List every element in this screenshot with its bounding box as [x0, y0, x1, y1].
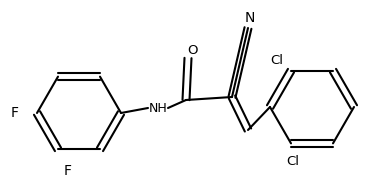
Text: O: O [188, 43, 198, 57]
Text: NH: NH [149, 101, 167, 115]
Text: N: N [245, 11, 255, 25]
Text: F: F [11, 106, 19, 120]
Text: F: F [64, 164, 72, 178]
Text: Cl: Cl [270, 54, 283, 67]
Text: Cl: Cl [286, 155, 299, 168]
